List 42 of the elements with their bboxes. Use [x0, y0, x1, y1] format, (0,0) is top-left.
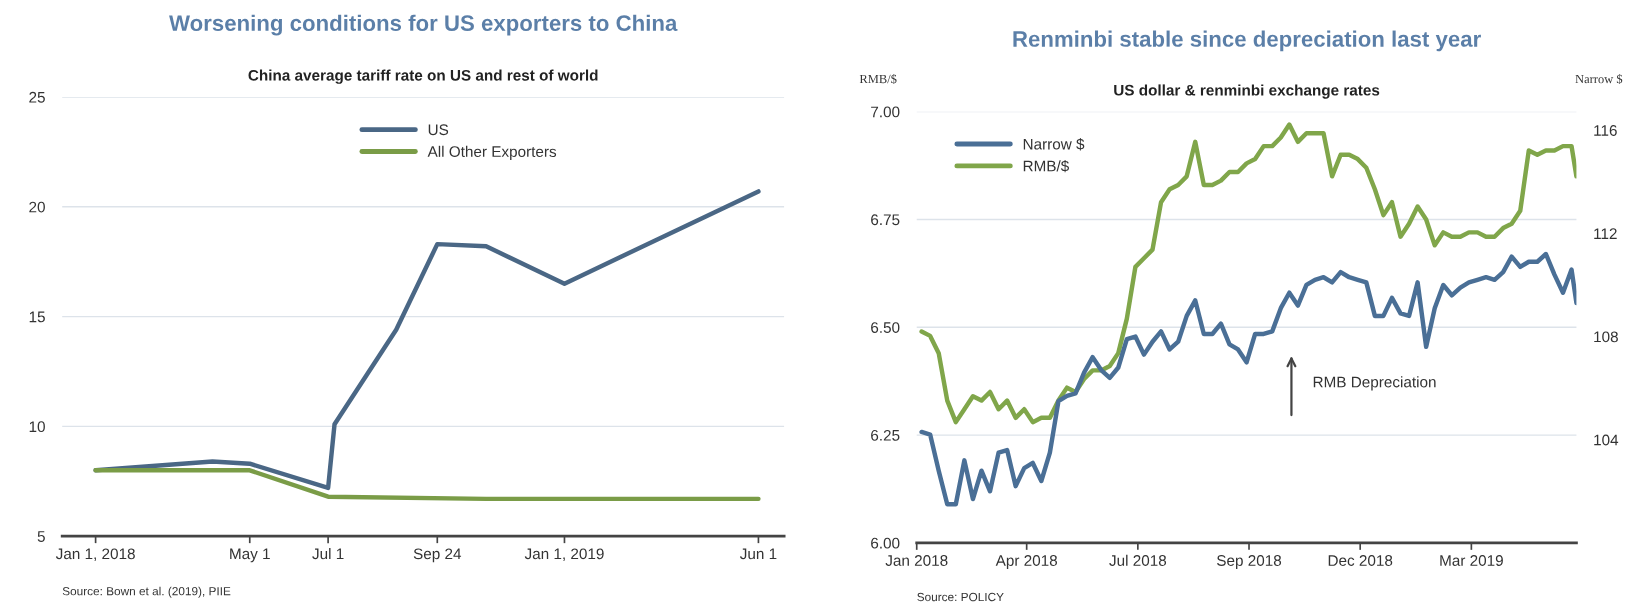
y-tick-label: 5	[37, 531, 45, 542]
chart-subtitle: US dollar & renminbi exchange rates	[1114, 84, 1380, 99]
line-series	[93, 189, 761, 491]
y-axis-title: RMB/$	[859, 74, 897, 85]
line-series	[919, 122, 1577, 425]
x-tick-label: Jan 1, 2019	[524, 548, 604, 562]
y-tick-label: 6.50	[871, 322, 900, 333]
x-tick-label: Jan 2018	[885, 555, 948, 566]
y-tick-label: 6.25	[871, 429, 900, 441]
x-tick-label: Apr 2018	[995, 555, 1058, 569]
y-tick-label: 20	[29, 201, 45, 213]
y2-tick-label: 116	[1594, 125, 1617, 136]
y-tick-label: 6.00	[871, 537, 900, 549]
legend-label: All Other Exporters	[427, 145, 557, 161]
source-note: Source: POLICY	[917, 592, 1004, 602]
line-series	[919, 251, 1577, 507]
x-tick-label: Dec 2018	[1328, 555, 1393, 566]
chart-subtitle: China average tariff rate on US and rest of world	[248, 69, 598, 84]
chart-title: Renminbi stable since depreciation last year	[1013, 30, 1481, 52]
y2-axis-title: Narrow $	[1575, 74, 1623, 85]
x-tick-label: May 1	[230, 548, 270, 563]
x-tick-label: Jun 1	[739, 548, 777, 560]
y2-tick-label: 108	[1594, 331, 1618, 343]
x-tick-label: Jan 1, 2018	[55, 548, 135, 562]
legend-label: US	[428, 124, 449, 136]
x-tick-label: Jul 1	[312, 548, 344, 560]
y2-tick-label: 112	[1594, 228, 1617, 239]
chart-title: Worsening conditions for US exporters to China	[169, 14, 678, 36]
y-tick-label: 10	[29, 421, 45, 433]
y-tick-label: 25	[29, 91, 45, 103]
x-tick-label: Sep 2018	[1217, 555, 1282, 569]
annotation: RMB Depreciation	[1313, 376, 1436, 391]
y2-tick-label: 104	[1594, 434, 1619, 446]
legend-label: Narrow $	[1023, 138, 1085, 151]
x-tick-label: Mar 2019	[1440, 555, 1503, 566]
y-tick-label: 6.75	[871, 214, 900, 226]
y-tick-label: 7.00	[871, 106, 900, 118]
legend-label: RMB/$	[1023, 159, 1069, 173]
source-note: Source: Bown et al. (2019), PIIE	[62, 586, 231, 598]
x-tick-label: Sep 24	[413, 548, 462, 563]
y-tick-label: 15	[29, 311, 45, 323]
x-tick-label: Jul 2018	[1109, 554, 1167, 566]
